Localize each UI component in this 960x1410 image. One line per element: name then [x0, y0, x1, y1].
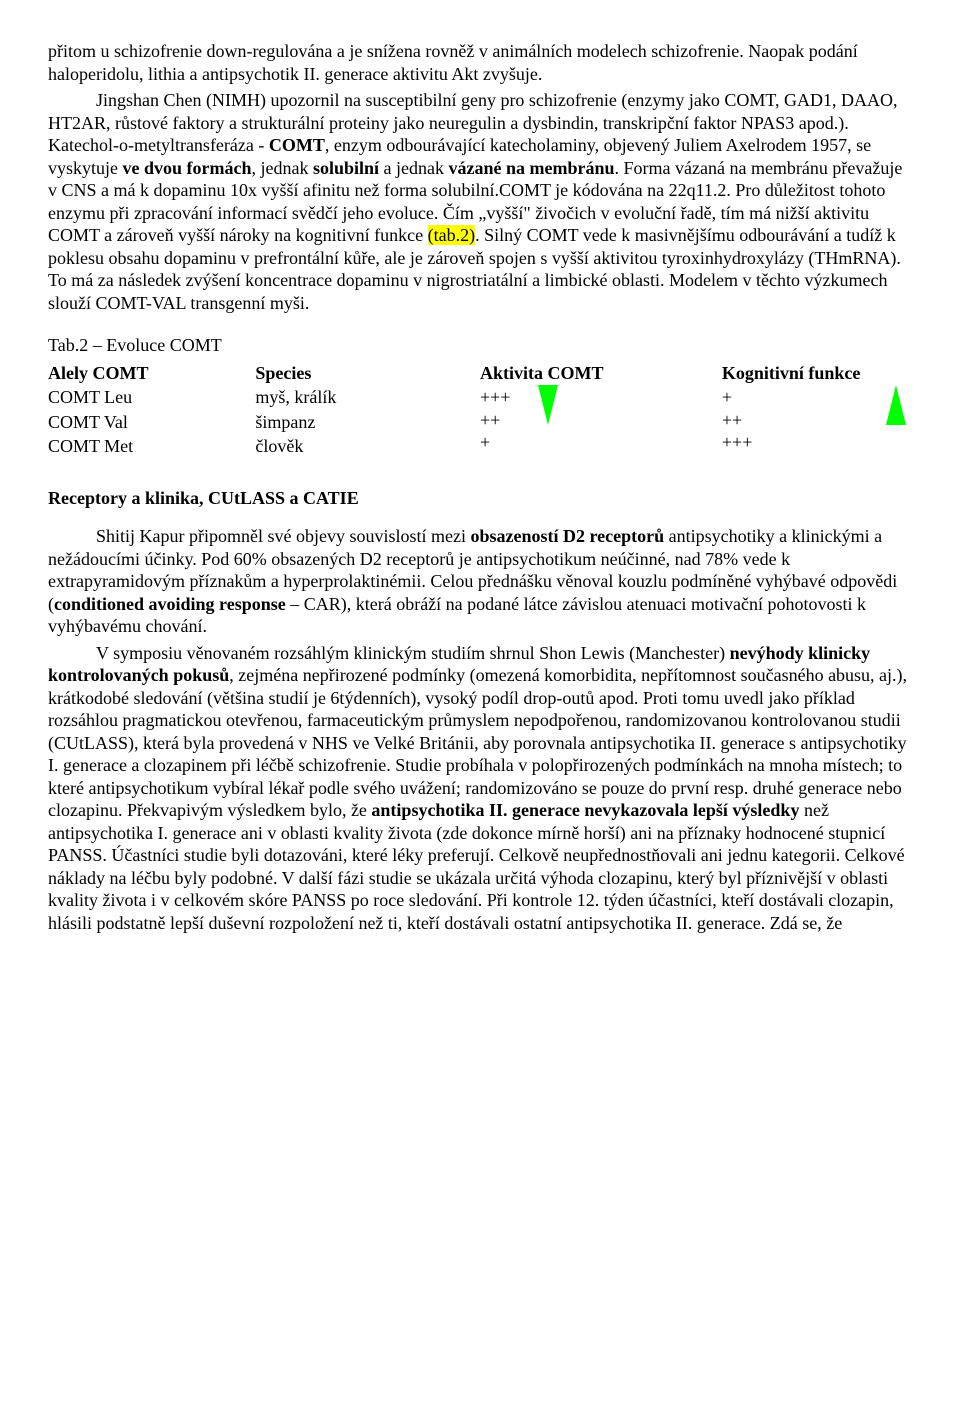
p2-g: a jednak: [379, 158, 448, 178]
table-row: COMT Leu myš, králík +++ ++ + + ++ +++: [48, 385, 912, 410]
p2-d-bold: ve dvou formách: [123, 158, 252, 178]
cell-kognitivni: + ++ +++: [722, 385, 912, 459]
cell-val: +: [722, 386, 908, 409]
cell: COMT Leu: [48, 385, 255, 410]
section-heading: Receptory a klinika, CUtLASS a CATIE: [48, 487, 912, 510]
cell: COMT Val: [48, 410, 255, 435]
p4-c: , zejména nepřirozené podmínky (omezená …: [48, 665, 907, 820]
cell-val: ++: [722, 409, 908, 432]
th-alely: Alely COMT: [48, 361, 255, 386]
p2-h-bold: vázané na membránu: [449, 158, 615, 178]
paragraph-3: Shitij Kapur připomněl své objevy souvis…: [48, 525, 912, 638]
th-kognitivni: Kognitivní funkce: [722, 361, 912, 386]
p4-a: V symposiu věnovaném rozsáhlým klinickým…: [96, 643, 730, 663]
triangle-up-icon: [886, 385, 906, 425]
cell-aktivita: +++ ++ +: [480, 385, 722, 459]
p4-d-bold: antipsychotika II. generace nevykazovala…: [371, 800, 799, 820]
paragraph-4: V symposiu věnovaném rozsáhlým klinickým…: [48, 642, 912, 935]
cell: šimpanz: [255, 410, 480, 435]
th-species: Species: [255, 361, 480, 386]
cell: COMT Met: [48, 434, 255, 459]
p3-a: Shitij Kapur připomněl své objevy souvis…: [96, 526, 470, 546]
cell: člověk: [255, 434, 480, 459]
comt-table: Alely COMT Species Aktivita COMT Kogniti…: [48, 361, 912, 459]
table-header-row: Alely COMT Species Aktivita COMT Kogniti…: [48, 361, 912, 386]
p1-text: přitom u schizofrenie down-regulována a …: [48, 41, 858, 84]
cell: myš, králík: [255, 385, 480, 410]
p3-b-bold: obsazeností D2 receptorů: [470, 526, 664, 546]
cell-val: ++: [480, 409, 718, 432]
p3-d-bold: conditioned avoiding response: [54, 594, 286, 614]
cell-val: +++: [480, 386, 718, 409]
triangle-down-icon: [538, 385, 558, 425]
cell-val: +++: [722, 431, 908, 454]
paragraph-2: Jingshan Chen (NIMH) upozornil na suscep…: [48, 89, 912, 314]
p2-f-bold: solubilní: [313, 158, 379, 178]
cell-val: +: [480, 431, 718, 454]
p2-e: , jednak: [252, 158, 313, 178]
p2-b-bold: COMT: [269, 135, 325, 155]
p2-j-highlight: (tab.2): [428, 225, 475, 245]
paragraph-1: přitom u schizofrenie down-regulována a …: [48, 40, 912, 85]
th-aktivita: Aktivita COMT: [480, 361, 722, 386]
table-caption: Tab.2 – Evoluce COMT: [48, 334, 912, 357]
